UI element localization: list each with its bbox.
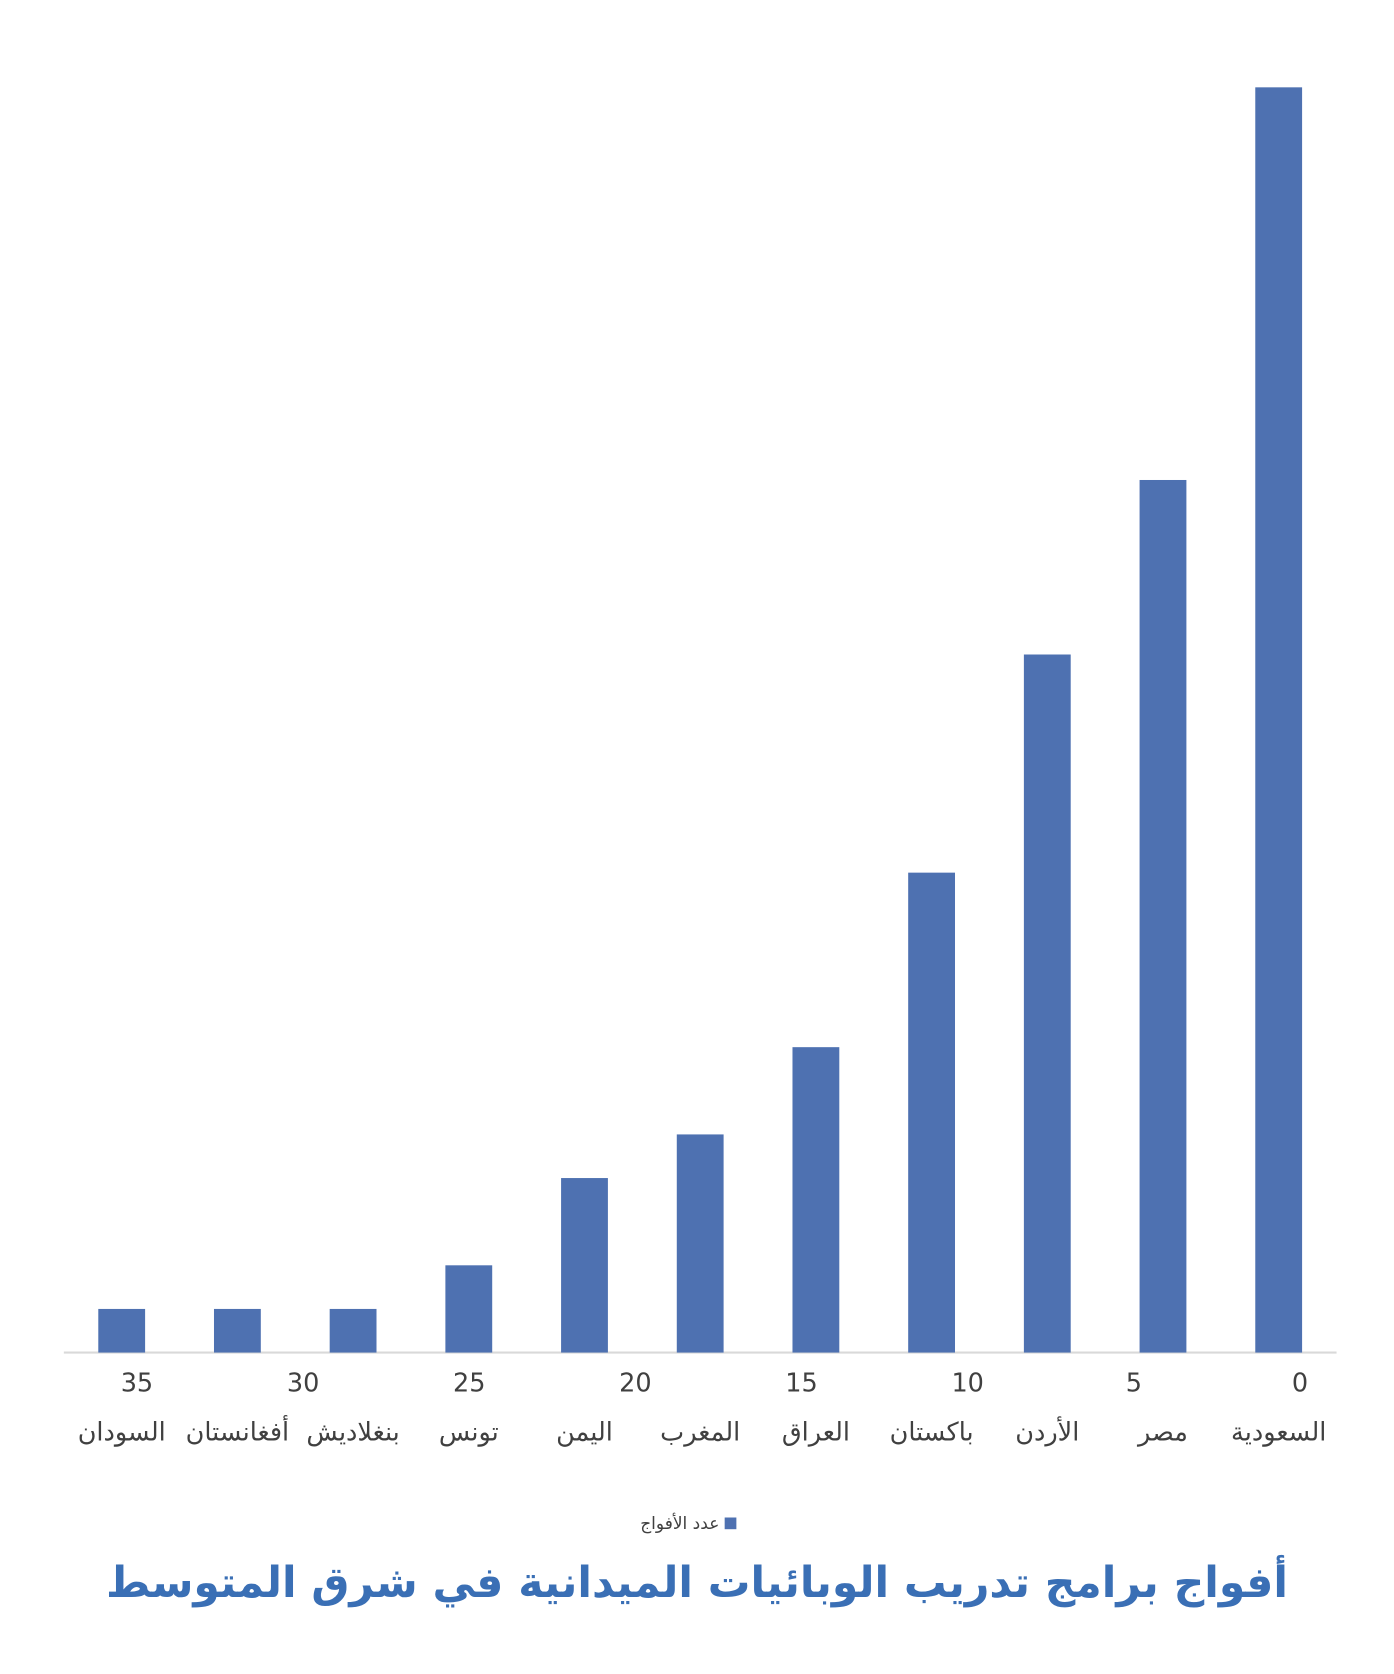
x-tick-label: 0 (1292, 1368, 1308, 1398)
x-category-label: العراق (782, 1417, 850, 1447)
x-tick-label: 30 (287, 1368, 319, 1398)
legend-label: عدد الأفواج (640, 1512, 719, 1534)
x-tick-label: 20 (619, 1368, 651, 1398)
x-tick-label: 25 (453, 1368, 485, 1398)
bar (1023, 654, 1071, 1353)
bar (1139, 479, 1187, 1353)
bar (445, 1265, 493, 1353)
x-category-label: الأردن (1015, 1414, 1079, 1447)
x-category-label: أفغانستان (186, 1414, 289, 1447)
bar (213, 1308, 261, 1353)
bar (98, 1308, 146, 1353)
x-tick-label: 35 (121, 1368, 153, 1398)
x-tick-label: 10 (951, 1368, 983, 1398)
bar (792, 1047, 840, 1353)
bar (329, 1308, 377, 1353)
x-tick-label: 5 (1126, 1368, 1142, 1398)
x-category-label: تونس (439, 1417, 499, 1447)
bar (561, 1178, 608, 1353)
x-category-label: اليمن (556, 1417, 613, 1447)
bar (1255, 87, 1303, 1353)
x-category-label: السعودية (1231, 1417, 1326, 1447)
chart-title: أفواج برامج تدريب الوبائيات الميدانية في… (106, 1555, 1288, 1608)
x-tick-label: 15 (785, 1368, 817, 1398)
x-category-label: المغرب (660, 1417, 740, 1447)
x-category-label: باكستان (890, 1417, 974, 1447)
x-category-label: السودان (78, 1417, 166, 1447)
x-category-label: بنغلاديش (306, 1417, 399, 1447)
bar (676, 1134, 724, 1353)
x-category-label: مصر (1136, 1417, 1188, 1447)
bar (908, 872, 956, 1353)
legend-swatch (724, 1517, 737, 1530)
